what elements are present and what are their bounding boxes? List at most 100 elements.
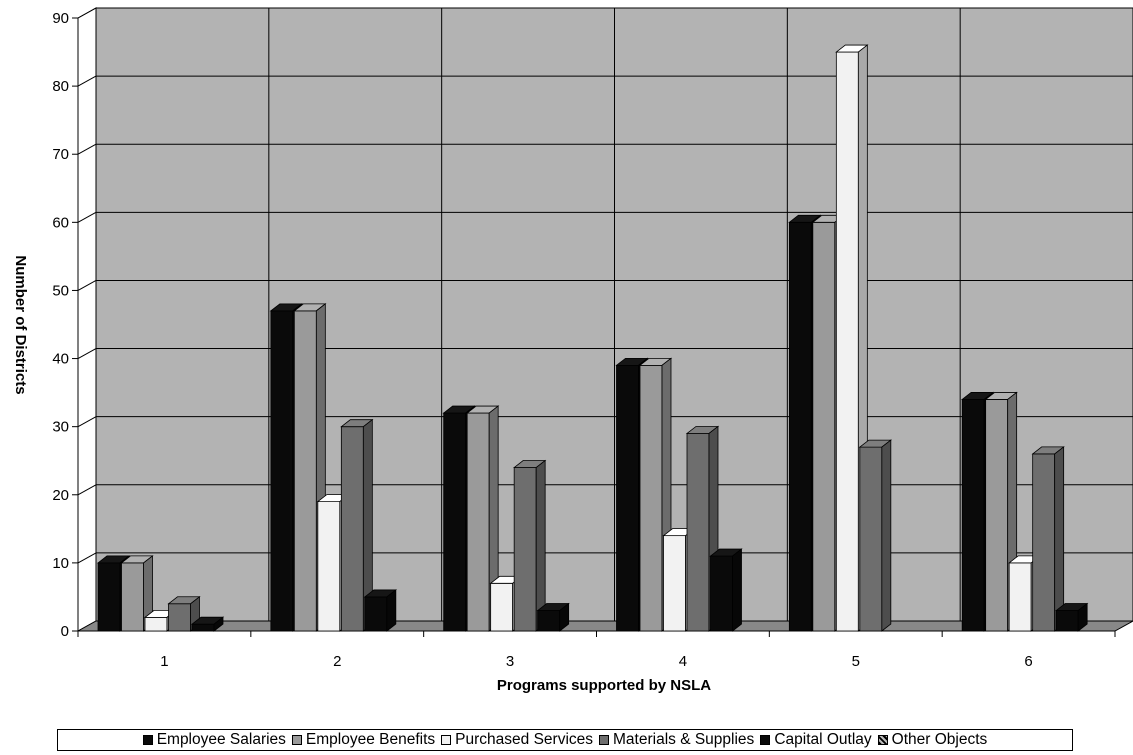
gridline-side — [77, 211, 97, 223]
legend-label: Other Objects — [891, 731, 988, 748]
y-tick-label: 10 — [52, 555, 69, 572]
legend-swatch — [599, 735, 610, 745]
bar-front — [616, 364, 639, 632]
legend-swatch — [291, 735, 302, 745]
legend-item: Other Objects — [877, 731, 988, 749]
legend-swatch — [142, 735, 153, 745]
bar-side — [386, 589, 397, 632]
legend-item: Capital Outlay — [760, 731, 872, 749]
gridline-side — [77, 280, 97, 291]
bar-front — [859, 446, 883, 632]
gridline-side — [77, 552, 97, 564]
x-tick-label: 4 — [679, 653, 687, 670]
bar — [340, 418, 374, 632]
legend-item: Employee Salaries — [142, 731, 286, 749]
y-tick-label: 60 — [52, 214, 69, 231]
x-tick-label: 5 — [852, 653, 860, 670]
bar-side — [1077, 602, 1088, 632]
bar-front — [961, 399, 985, 632]
bar-front — [513, 467, 537, 632]
bar-front — [466, 412, 490, 632]
bar — [466, 405, 500, 632]
bar — [167, 595, 201, 632]
legend-swatch — [441, 735, 452, 745]
gridline-side — [77, 75, 97, 87]
legend-swatch — [760, 735, 771, 745]
gridline-side — [77, 484, 97, 496]
bar-side — [732, 548, 742, 632]
bar-front — [121, 562, 144, 632]
bar-front — [537, 610, 561, 632]
bar — [120, 555, 154, 632]
gridline-side — [77, 7, 97, 19]
y-tick-label: 50 — [52, 282, 69, 299]
y-tick-label: 70 — [52, 146, 69, 163]
bar — [536, 602, 570, 632]
bar-front — [788, 221, 812, 632]
bar-front — [364, 596, 388, 632]
bar — [1055, 602, 1089, 632]
bar-side — [213, 616, 224, 632]
side-wall — [77, 7, 97, 632]
bar-front — [1055, 610, 1079, 632]
y-tick-label: 80 — [52, 78, 69, 95]
bar — [709, 548, 743, 632]
chart: 0 10 20 30 40 50 60 70 80 90 1 2 3 4 5 6 Programs supp… — [12, 7, 1133, 694]
bar-front — [191, 623, 215, 632]
bar — [513, 459, 547, 632]
bar-front — [270, 310, 294, 632]
bar-front — [686, 433, 710, 632]
bar-front — [144, 616, 168, 632]
bar-front — [443, 412, 467, 632]
bar-front — [317, 501, 341, 632]
legend-label: Materials & Supplies — [613, 731, 755, 748]
gridline-side — [77, 348, 97, 359]
bar-front — [340, 426, 364, 632]
bar-front — [293, 310, 317, 632]
bar-front — [985, 399, 1009, 632]
legend-label: Purchased Services — [455, 731, 594, 748]
x-axis-title: Programs supported by NSLA — [497, 677, 711, 694]
legend-item: Purchased Services — [441, 731, 593, 749]
legend-label: Employee Benefits — [305, 731, 436, 748]
legend: Employee Salaries Employee Benefits Purcha… — [57, 729, 1073, 751]
legend-item: Materials & Supplies — [599, 731, 754, 749]
bar-side — [881, 439, 892, 632]
x-tick-label: 2 — [333, 653, 341, 670]
legend-label: Employee Salaries — [156, 731, 286, 748]
bar-front — [812, 221, 836, 632]
gridlines — [77, 7, 1133, 621]
bar-front — [663, 535, 686, 632]
y-axis-title: Number of Districts — [12, 255, 29, 394]
bar-front — [710, 555, 733, 632]
x-tick-label: 3 — [506, 653, 514, 670]
legend-item: Employee Benefits — [291, 731, 436, 749]
x-tick-label: 6 — [1024, 653, 1032, 670]
y-tick-label: 90 — [52, 10, 69, 27]
gridline-side — [77, 416, 97, 428]
legend-swatch — [877, 735, 888, 745]
bar — [363, 589, 397, 632]
bar-front — [168, 603, 191, 632]
bar-side — [559, 602, 570, 632]
legend-label: Capital Outlay — [774, 731, 872, 748]
bar-front — [835, 51, 859, 632]
bar — [190, 616, 225, 632]
y-tick-label: 30 — [52, 419, 69, 436]
gridline-side — [77, 143, 97, 155]
bar-front — [490, 582, 514, 632]
x-axis: 1 2 3 4 5 6 — [77, 630, 1116, 670]
bar — [858, 439, 892, 632]
y-tick-label: 0 — [61, 623, 69, 640]
bar-front — [639, 364, 663, 632]
x-tick-label: 1 — [160, 653, 168, 670]
y-tick-label: 40 — [52, 351, 69, 368]
y-axis: 0 10 20 30 40 50 60 70 80 90 — [52, 10, 79, 640]
bars — [96, 44, 1089, 632]
bar — [1031, 446, 1065, 632]
y-tick-label: 20 — [52, 487, 69, 504]
bar-front — [1008, 562, 1032, 632]
bar-side — [1054, 446, 1065, 632]
bar-front — [97, 562, 121, 632]
bar-front — [1032, 453, 1056, 632]
